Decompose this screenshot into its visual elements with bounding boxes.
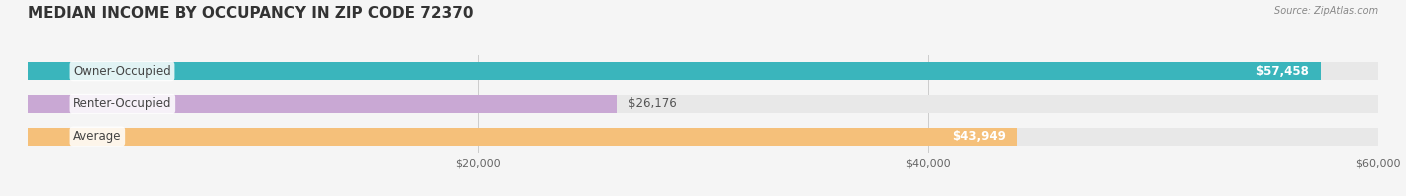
Text: MEDIAN INCOME BY OCCUPANCY IN ZIP CODE 72370: MEDIAN INCOME BY OCCUPANCY IN ZIP CODE 7… — [28, 6, 474, 21]
Bar — [28, 95, 617, 113]
Text: $43,949: $43,949 — [952, 130, 1005, 143]
Bar — [28, 95, 1378, 113]
Text: $57,458: $57,458 — [1256, 65, 1309, 78]
Text: Average: Average — [73, 130, 121, 143]
Text: Source: ZipAtlas.com: Source: ZipAtlas.com — [1274, 6, 1378, 16]
Bar — [28, 62, 1320, 80]
Text: Renter-Occupied: Renter-Occupied — [73, 97, 172, 110]
Bar — [28, 128, 1378, 145]
Text: $26,176: $26,176 — [628, 97, 676, 110]
Bar — [28, 128, 1017, 145]
Text: Owner-Occupied: Owner-Occupied — [73, 65, 172, 78]
Bar — [28, 62, 1378, 80]
